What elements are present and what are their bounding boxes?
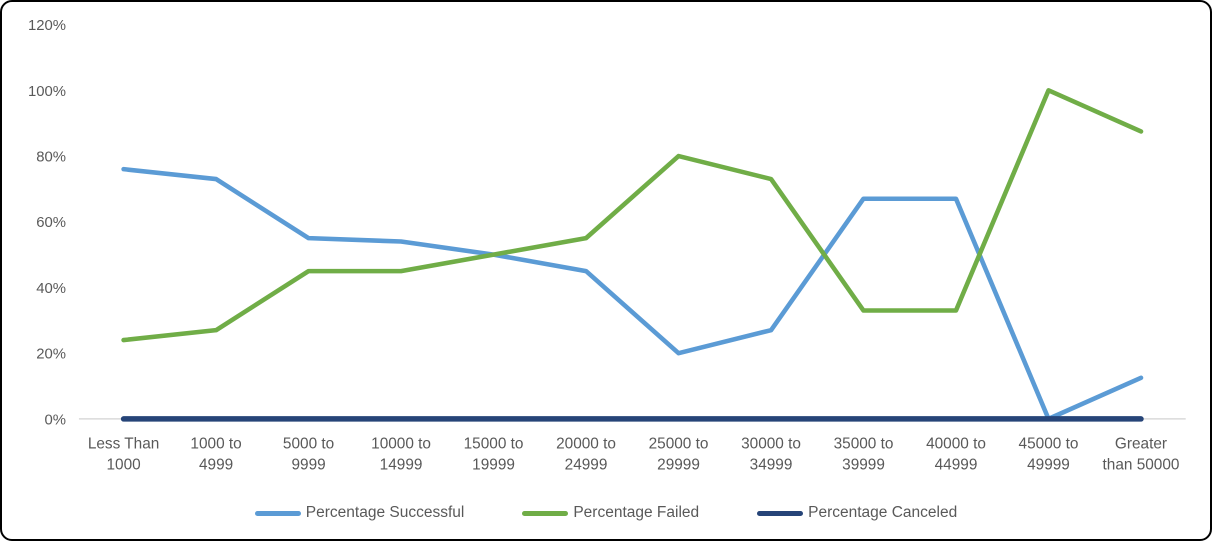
chart-legend: Percentage Successful Percentage Failed Pe… (2, 499, 1210, 527)
y-axis-tick-label: 120% (28, 18, 66, 34)
legend-item-percentage-failed: Percentage Failed (522, 504, 699, 522)
y-axis-tick-label: 20% (36, 347, 66, 363)
legend-swatch-icon (757, 510, 804, 516)
series-line-percentage-successful (121, 166, 1144, 422)
series-line-percentage-failed (121, 88, 1144, 343)
y-axis-tick-label: 40% (36, 281, 66, 297)
x-axis-category-label: 15000 to 19999 (464, 436, 524, 474)
x-axis-category-label: 45000 to 49999 (1019, 436, 1079, 474)
y-axis-tick-label: 60% (36, 215, 66, 231)
x-axis-category-label: Greater than 50000 (1103, 436, 1180, 474)
legend-swatch-icon (522, 510, 569, 516)
y-axis-tick-label: 80% (36, 150, 66, 166)
legend-item-percentage-successful: Percentage Successful (254, 504, 465, 522)
x-axis-category-label: 30000 to 34999 (741, 436, 801, 474)
x-axis-category-label: 25000 to 29999 (649, 436, 709, 474)
x-axis-category-label: 40000 to 44999 (926, 436, 986, 474)
y-axis-tick-label: 0% (45, 412, 67, 428)
legend-label: Percentage Failed (573, 504, 700, 521)
x-axis-category-label: Less Than 1000 (88, 436, 160, 474)
legend-label: Percentage Canceled (808, 504, 958, 521)
y-axis-tick-label: 100% (28, 84, 66, 100)
x-axis-category-label: 5000 to 9999 (283, 436, 334, 474)
x-axis-category-label: 20000 to 24999 (556, 436, 616, 474)
legend-item-percentage-canceled: Percentage Canceled (757, 504, 957, 522)
x-axis-category-label: 35000 to 39999 (834, 436, 894, 474)
x-axis-category-label: 10000 to 14999 (371, 436, 431, 474)
legend-swatch-icon (254, 510, 301, 516)
x-axis-category-label: 1000 to 4999 (190, 436, 241, 474)
legend-label: Percentage Successful (305, 504, 465, 521)
